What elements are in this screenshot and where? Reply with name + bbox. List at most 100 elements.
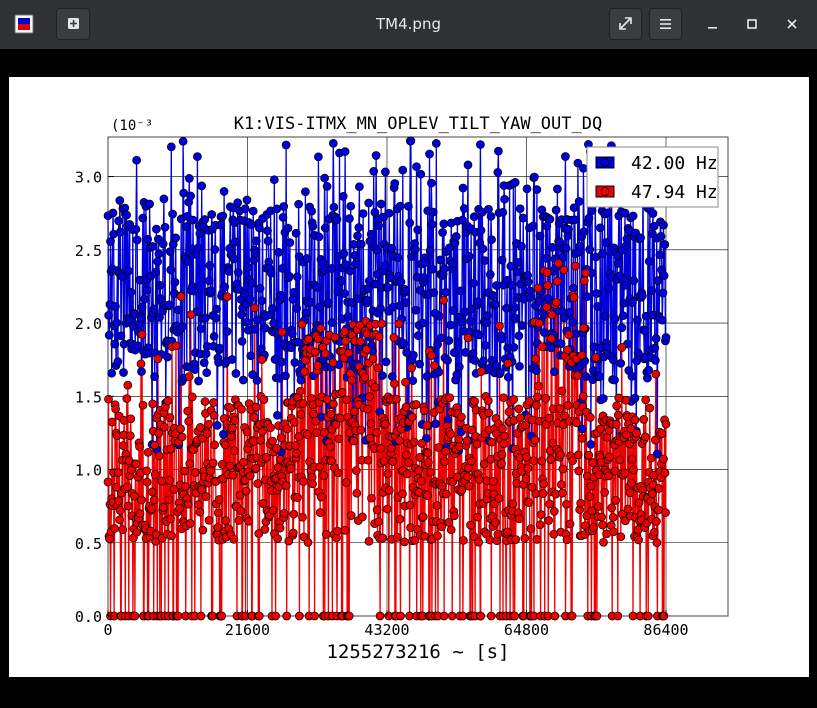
data-point [381, 167, 390, 177]
data-point [151, 267, 161, 277]
data-point [200, 397, 210, 406]
data-point [586, 440, 596, 449]
data-point [199, 358, 209, 368]
data-point [218, 211, 228, 221]
data-point [401, 377, 410, 387]
data-point [546, 455, 556, 464]
data-point [456, 286, 465, 296]
data-point [229, 254, 239, 264]
data-point [143, 447, 153, 457]
menu-button[interactable] [649, 8, 682, 40]
data-point [311, 416, 321, 426]
data-point [557, 386, 567, 396]
data-point [340, 525, 350, 535]
data-point [307, 206, 316, 216]
data-point [573, 371, 583, 380]
data-point [103, 477, 113, 487]
data-point [461, 348, 470, 357]
data-point [448, 259, 457, 269]
data-point [116, 331, 126, 341]
data-point [497, 255, 507, 265]
data-point [446, 525, 456, 535]
data-point [180, 466, 190, 476]
data-point [469, 278, 478, 288]
data-point [567, 611, 577, 621]
data-point [275, 523, 285, 533]
data-point [288, 528, 298, 538]
data-point [337, 388, 347, 397]
data-point [250, 303, 260, 313]
data-point [301, 187, 310, 197]
data-point [432, 501, 442, 510]
data-point [587, 506, 597, 516]
data-point [213, 508, 223, 518]
data-point [515, 204, 525, 214]
data-point [458, 183, 468, 193]
data-point [633, 315, 642, 325]
data-point [175, 504, 184, 513]
data-point [136, 313, 146, 323]
data-point [155, 280, 165, 290]
data-point [257, 296, 267, 306]
data-point [131, 224, 141, 234]
data-point [552, 277, 562, 286]
data-point [204, 515, 214, 525]
data-point [558, 252, 568, 262]
data-point [497, 450, 507, 459]
data-point [206, 466, 215, 476]
data-point [137, 495, 146, 505]
data-point [252, 375, 262, 385]
minimize-icon [708, 27, 717, 29]
data-point [186, 191, 195, 201]
data-point [250, 324, 260, 334]
data-point [512, 267, 522, 277]
data-point [603, 208, 613, 218]
maximize-button[interactable] [740, 12, 764, 36]
data-point [481, 340, 490, 350]
data-point [474, 475, 484, 484]
data-point [158, 503, 168, 512]
fullscreen-button[interactable] [609, 8, 642, 40]
data-point [340, 147, 350, 156]
data-point [165, 247, 175, 256]
data-point [314, 152, 323, 162]
data-point [652, 517, 661, 526]
new-window-button[interactable] [56, 8, 90, 40]
data-point [142, 466, 151, 476]
data-point [251, 249, 261, 258]
data-point [345, 214, 354, 223]
data-point [130, 611, 140, 621]
data-point [608, 355, 618, 365]
data-point [369, 166, 379, 176]
data-point [620, 468, 630, 478]
data-point [487, 235, 496, 245]
data-point [639, 415, 649, 424]
data-point [457, 317, 467, 327]
data-point [194, 500, 203, 509]
data-point [349, 436, 359, 446]
data-point [440, 264, 449, 274]
data-point [447, 611, 457, 621]
data-point [444, 336, 454, 345]
data-point [554, 258, 563, 268]
data-point [160, 222, 170, 232]
maximize-icon [747, 19, 757, 29]
data-point [446, 429, 456, 439]
data-point [569, 293, 579, 302]
data-point [239, 457, 248, 467]
data-point [542, 268, 552, 277]
data-point [212, 421, 222, 430]
data-point [509, 395, 519, 404]
data-point [150, 372, 159, 381]
data-point [173, 305, 183, 315]
data-point [409, 437, 419, 447]
data-point [491, 361, 501, 371]
minimize-button[interactable] [700, 12, 724, 36]
data-point [132, 527, 142, 537]
close-button[interactable] [780, 12, 804, 36]
data-point [372, 245, 382, 255]
data-point [195, 507, 205, 517]
data-point [251, 236, 261, 246]
data-point [220, 282, 230, 292]
data-point [405, 500, 415, 510]
